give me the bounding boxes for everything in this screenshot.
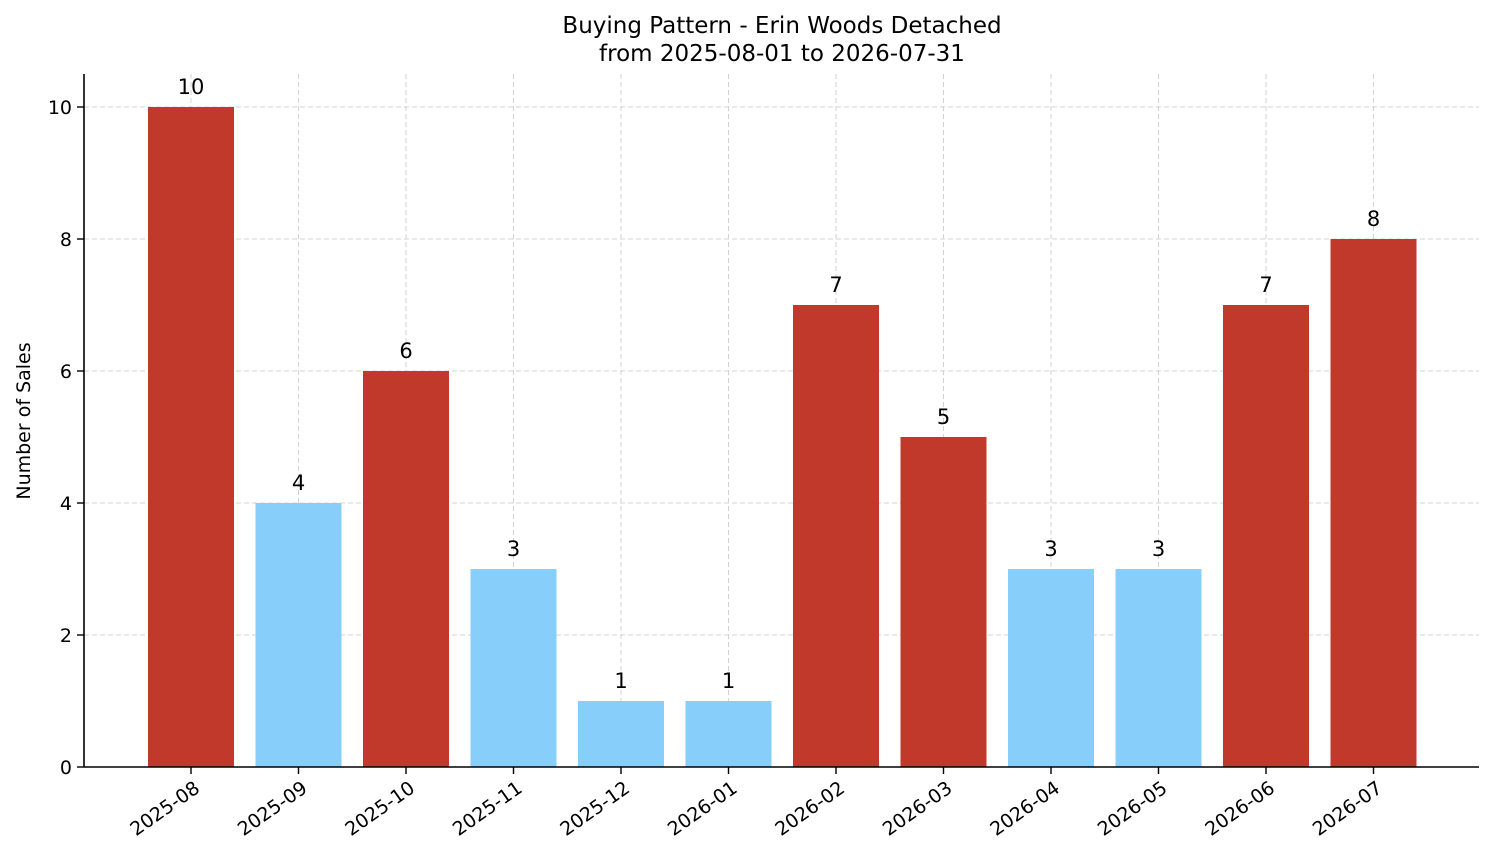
bar-2026-01 [685,701,772,767]
x-tick-label: 2025-11 [449,777,527,841]
bar-value-label: 8 [1367,207,1380,231]
y-tick-label: 4 [60,493,72,515]
bar-2025-11 [470,569,557,767]
y-tick-label: 8 [60,229,72,251]
bar-2025-09 [255,503,342,767]
x-tick-label: 2025-10 [341,777,419,841]
x-tick-label: 2026-04 [986,777,1064,841]
bar-value-label: 1 [614,669,627,693]
bar-value-label: 5 [937,405,950,429]
bar-value-labels: 10 4 6 3 1 1 7 5 3 3 7 8 [178,75,1381,693]
x-tick-label: 2026-05 [1094,777,1172,841]
x-tick-label: 2026-03 [879,777,957,841]
bar-value-label: 7 [829,273,842,297]
bar-2026-04 [1008,569,1094,767]
x-tick-label: 2026-02 [771,777,849,841]
bar-2026-07 [1330,239,1417,767]
x-tick-label: 2026-07 [1309,777,1387,841]
y-tick-label: 10 [48,97,72,119]
bars [148,107,1417,767]
bar-value-label: 3 [507,537,520,561]
x-tick-label: 2025-08 [126,777,204,841]
bar-2026-03 [900,437,987,767]
bar-value-label: 7 [1259,273,1272,297]
bar-2026-02 [793,305,879,767]
bar-value-label: 10 [178,75,205,99]
y-tick-label: 6 [60,361,72,383]
bar-2026-05 [1115,569,1202,767]
y-ticks: 0 2 4 6 8 10 [48,97,84,779]
bar-value-label: 3 [1044,537,1057,561]
bar-2025-10 [363,371,449,767]
bar-2025-08 [148,107,234,767]
x-ticks: 2025-08 2025-09 2025-10 2025-11 2025-12 2026-… [126,767,1386,841]
bar-2026-06 [1223,305,1309,767]
y-tick-label: 0 [60,757,72,779]
x-tick-label: 2025-12 [556,777,634,841]
y-axis-label: Number of Sales [13,342,35,499]
chart-title: Buying Pattern - Erin Woods Detached [562,13,1001,39]
x-tick-label: 2026-06 [1201,777,1279,841]
x-tick-label: 2026-01 [664,777,742,841]
bar-value-label: 4 [292,471,305,495]
bar-value-label: 1 [722,669,735,693]
x-tick-label: 2025-09 [234,777,312,841]
bar-value-label: 3 [1152,537,1165,561]
chart-subtitle: from 2025-08-01 to 2026-07-31 [599,41,965,67]
bar-2025-12 [578,701,664,767]
y-tick-label: 2 [60,625,72,647]
axes [83,74,1479,768]
bar-value-label: 6 [399,339,412,363]
